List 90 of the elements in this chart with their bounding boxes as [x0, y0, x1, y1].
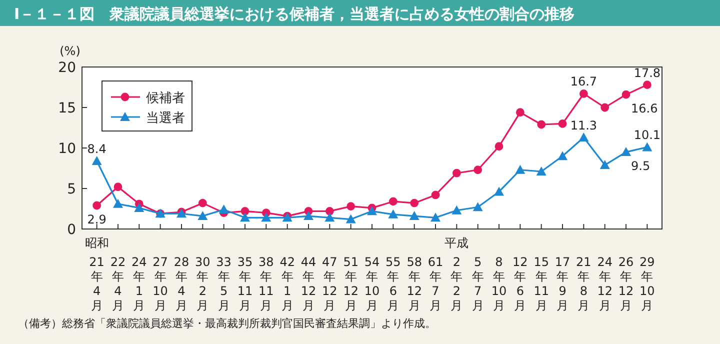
- point: [324, 212, 335, 222]
- point: [114, 182, 122, 192]
- x-tick-label: 44年12月: [300, 255, 316, 312]
- x-tick-label: 58年12月: [406, 255, 422, 312]
- chart-title: Ⅰ－１－１図 衆議院議員総選挙における候補者，当選者に占める女性の割合の推移: [14, 5, 575, 23]
- point: [452, 168, 461, 178]
- point: [410, 198, 419, 208]
- point: [600, 160, 610, 170]
- point: [240, 206, 250, 216]
- x-tick-label: 21年4月: [89, 255, 104, 312]
- text: （備考）総務省「衆議院議員総選挙・最高裁判所裁判官国民審査結果調」より作成。: [18, 317, 436, 330]
- x-tick-label: 35年11月: [237, 255, 253, 312]
- x-tick-label: 51年12月: [343, 255, 358, 312]
- data-label: 11.3: [570, 118, 598, 132]
- x-tick-label: 38年11月: [258, 255, 274, 312]
- point: [218, 204, 229, 214]
- point: [367, 206, 377, 216]
- point: [472, 202, 483, 212]
- data-label: 2.9: [87, 212, 106, 227]
- point: [578, 132, 589, 142]
- x-tick-label: 8年10月: [491, 255, 507, 312]
- data-label: 9.5: [631, 159, 650, 174]
- x-tick-label: 42年1月: [280, 255, 295, 312]
- point: [621, 147, 632, 156]
- point: [622, 90, 630, 99]
- y-tick-label: 15: [58, 100, 76, 116]
- point: [388, 209, 398, 218]
- text: 昭和: [84, 236, 109, 250]
- x-tick-label: 33年5月: [216, 255, 232, 312]
- x-tick-label: 30年2月: [195, 255, 210, 312]
- point: [198, 211, 208, 220]
- x-tick-label: 15年11月: [534, 255, 549, 312]
- x-tick-label: 22年4月: [110, 255, 126, 312]
- point: [474, 166, 482, 174]
- x-tick-label: 29年10月: [640, 255, 655, 312]
- point: [430, 212, 441, 222]
- y-tick-label: 20: [58, 60, 76, 76]
- point: [409, 211, 420, 220]
- point: [537, 120, 546, 129]
- x-tick-label: 47年12月: [322, 255, 338, 312]
- point: [303, 211, 314, 220]
- x-tick-label: 5年7月: [472, 255, 484, 312]
- point: [452, 205, 462, 214]
- data-label: 16.7: [570, 74, 598, 89]
- point: [642, 142, 652, 152]
- point: [325, 206, 334, 216]
- x-tick-label: 24年1月: [132, 255, 147, 312]
- point: [516, 108, 524, 117]
- x-tick-label: 17年9月: [554, 255, 570, 312]
- point: [92, 201, 102, 210]
- data-label: 16.6: [631, 102, 658, 116]
- x-tick-label: 61年7月: [428, 255, 444, 312]
- data-label: 8.4: [87, 142, 106, 156]
- point: [558, 120, 567, 128]
- legend-label: 候補者: [146, 91, 185, 106]
- point: [600, 103, 610, 112]
- y-tick-label: 5: [67, 182, 76, 198]
- point: [642, 80, 652, 90]
- point: [92, 156, 102, 165]
- point: [112, 198, 123, 208]
- x-tick-label: 28年4月: [174, 255, 190, 312]
- y-tick-label: 0: [67, 222, 76, 238]
- point: [198, 198, 207, 208]
- x-tick-label: 12年6月: [512, 255, 528, 312]
- x-tick-label: 26年12月: [618, 255, 634, 312]
- point: [388, 197, 398, 206]
- x-tick-label: 2年2月: [450, 255, 463, 312]
- text: 平成: [444, 236, 469, 250]
- legend-label: 当選者: [146, 111, 185, 126]
- x-tick-label: 55年6月: [386, 255, 401, 312]
- point: [240, 212, 250, 222]
- data-label: 17.8: [634, 66, 661, 80]
- point: [346, 214, 356, 224]
- point: [579, 90, 588, 98]
- point: [431, 190, 440, 200]
- x-tick-label: 54年10月: [364, 255, 380, 312]
- point: [494, 186, 504, 196]
- y-axis-title: (%): [60, 44, 80, 58]
- y-tick-label: 10: [58, 141, 76, 157]
- point: [494, 142, 504, 151]
- point: [515, 164, 526, 174]
- point: [134, 202, 144, 212]
- point: [536, 166, 546, 176]
- x-tick-label: 21年8月: [576, 255, 592, 312]
- x-tick-label: 24年12月: [597, 255, 612, 312]
- data-label: 10.1: [634, 128, 661, 142]
- point: [346, 202, 356, 211]
- x-tick-label: 27年10月: [152, 255, 168, 312]
- point: [261, 212, 272, 222]
- point: [558, 151, 568, 160]
